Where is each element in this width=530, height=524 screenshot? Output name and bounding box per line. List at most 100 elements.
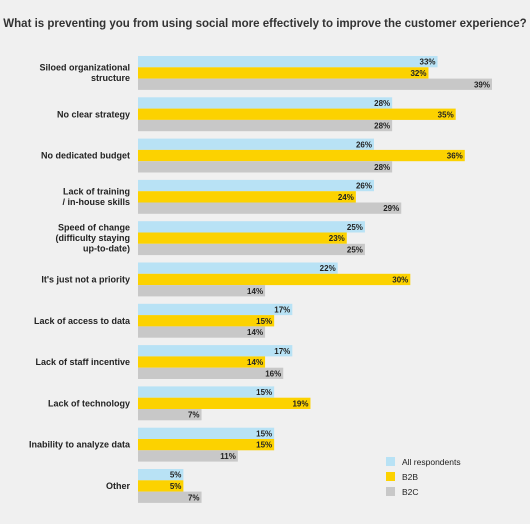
- bar: [138, 138, 374, 150]
- bar: [138, 326, 266, 338]
- bar-value-label: 36%: [447, 152, 463, 161]
- bar: [138, 232, 347, 244]
- bar-value-label: 16%: [265, 369, 281, 378]
- bar: [138, 303, 293, 316]
- bar: [138, 273, 411, 286]
- bar-value-label: 7%: [188, 411, 200, 420]
- bar-value-label: 35%: [438, 110, 454, 119]
- bar: [138, 179, 374, 192]
- bar-value-label: 28%: [374, 122, 390, 131]
- bar-value-label: 17%: [274, 305, 290, 314]
- bar-value-label: 28%: [374, 163, 390, 172]
- bar-value-label: 25%: [347, 223, 363, 232]
- bar-group: 25%23%25% Speed of change (difficulty stay…: [55, 221, 365, 256]
- bar: [138, 480, 184, 492]
- bar-value-label: 23%: [329, 234, 345, 243]
- bar-value-label: 24%: [338, 193, 354, 202]
- category-label: Lack of training / in-house skills: [62, 187, 130, 208]
- category-label: Other: [106, 481, 131, 491]
- bar-value-label: 26%: [356, 140, 372, 149]
- bar-value-label: 14%: [247, 287, 263, 296]
- bar: [138, 356, 266, 368]
- bar: [138, 427, 275, 439]
- bar: [138, 108, 456, 120]
- bar-value-label: 14%: [247, 358, 263, 367]
- bar: [138, 409, 202, 421]
- bar-value-label: 11%: [220, 452, 236, 461]
- category-label: Lack of technology: [48, 398, 130, 408]
- bar-value-label: 15%: [256, 429, 272, 438]
- bar: [138, 469, 184, 481]
- bar: [138, 97, 393, 109]
- bar-value-label: 33%: [420, 58, 436, 67]
- legend-swatch: [386, 472, 395, 481]
- category-label: Inability to analyze data: [29, 440, 131, 450]
- category-label: Speed of change (difficulty staying up-to-…: [55, 223, 130, 254]
- legend-label: All respondents: [402, 457, 461, 467]
- bar: [138, 439, 275, 451]
- bar: [138, 119, 393, 132]
- bar: [138, 67, 429, 79]
- bar-value-label: 28%: [374, 99, 390, 108]
- bar-value-label: 14%: [247, 328, 263, 337]
- bar-group: 33% 32% 39% Siloed organizational structure: [39, 56, 492, 90]
- bar-value-label: 15%: [256, 388, 272, 397]
- bar-group: 26%24% 29% Lack of training / in-house skil…: [62, 179, 402, 214]
- bar-value-label: 17%: [274, 347, 290, 356]
- bar-value-label: 22%: [320, 264, 336, 273]
- bar-value-label: 7%: [188, 493, 200, 502]
- bar: [138, 202, 402, 214]
- bar: [138, 221, 365, 233]
- bar: [138, 285, 266, 297]
- legend-label: B2C: [402, 487, 419, 497]
- bar: [138, 386, 275, 398]
- category-label: Siloed organizational structure: [39, 63, 130, 84]
- bar: [138, 315, 275, 327]
- bar-value-label: 25%: [347, 245, 363, 254]
- chart-title: What is preventing you from using social…: [3, 18, 526, 30]
- bar: [138, 56, 438, 68]
- bar: [138, 397, 311, 409]
- legend-item: B2C: [386, 487, 419, 497]
- legend-label: B2B: [402, 472, 418, 482]
- category-label: Lack of access to data: [34, 316, 131, 326]
- bar-group: 15% 15% 11% Inability to analyze data: [29, 427, 275, 462]
- bar-value-label: 39%: [474, 80, 490, 89]
- bar-value-label: 15%: [256, 441, 272, 450]
- bar-value-label: 5%: [170, 471, 182, 480]
- legend-swatch: [386, 457, 395, 466]
- legend-swatch: [386, 487, 395, 496]
- bar-group: 15% 19% 7% Lack of technology: [48, 386, 311, 421]
- bar: [138, 450, 238, 462]
- legend-item: All respondents: [386, 457, 461, 467]
- bar: [138, 149, 465, 162]
- bar: [138, 367, 284, 379]
- bar-group: 17% 14%16% Lack of staff incentive: [35, 345, 293, 379]
- legend: All respondents B2B B2C: [386, 457, 461, 497]
- bars-layer: 33% 32% 39% Siloed organizational structure 2…: [29, 56, 492, 503]
- bar: [138, 161, 393, 173]
- bar: [138, 262, 338, 274]
- bar-value-label: 19%: [292, 399, 308, 408]
- bar-value-label: 26%: [356, 182, 372, 191]
- bar-group: 5% 5% 7% Other: [106, 469, 202, 503]
- bar-group: 28% 35% 28% No clear strategy: [57, 97, 456, 132]
- category-label: No clear strategy: [57, 109, 130, 119]
- bar-value-label: 32%: [410, 69, 426, 78]
- legend-item: B2B: [386, 472, 418, 482]
- bar-value-label: 29%: [383, 204, 399, 213]
- bar: [138, 491, 202, 503]
- bar: [138, 191, 356, 203]
- bar-value-label: 30%: [392, 275, 408, 284]
- category-label: No dedicated budget: [41, 151, 130, 161]
- category-label: It's just not a priority: [41, 274, 130, 284]
- bar-group: 17%15% 14% Lack of access to data: [34, 303, 293, 338]
- bar: [138, 243, 365, 256]
- category-label: Lack of staff incentive: [35, 357, 130, 367]
- bar-group: 26% 36% 28% No dedicated budget: [41, 138, 465, 173]
- bar-group: 22% 30% 14% It's just not a priority: [41, 262, 411, 297]
- bar: [138, 345, 293, 357]
- bar-value-label: 15%: [256, 317, 272, 326]
